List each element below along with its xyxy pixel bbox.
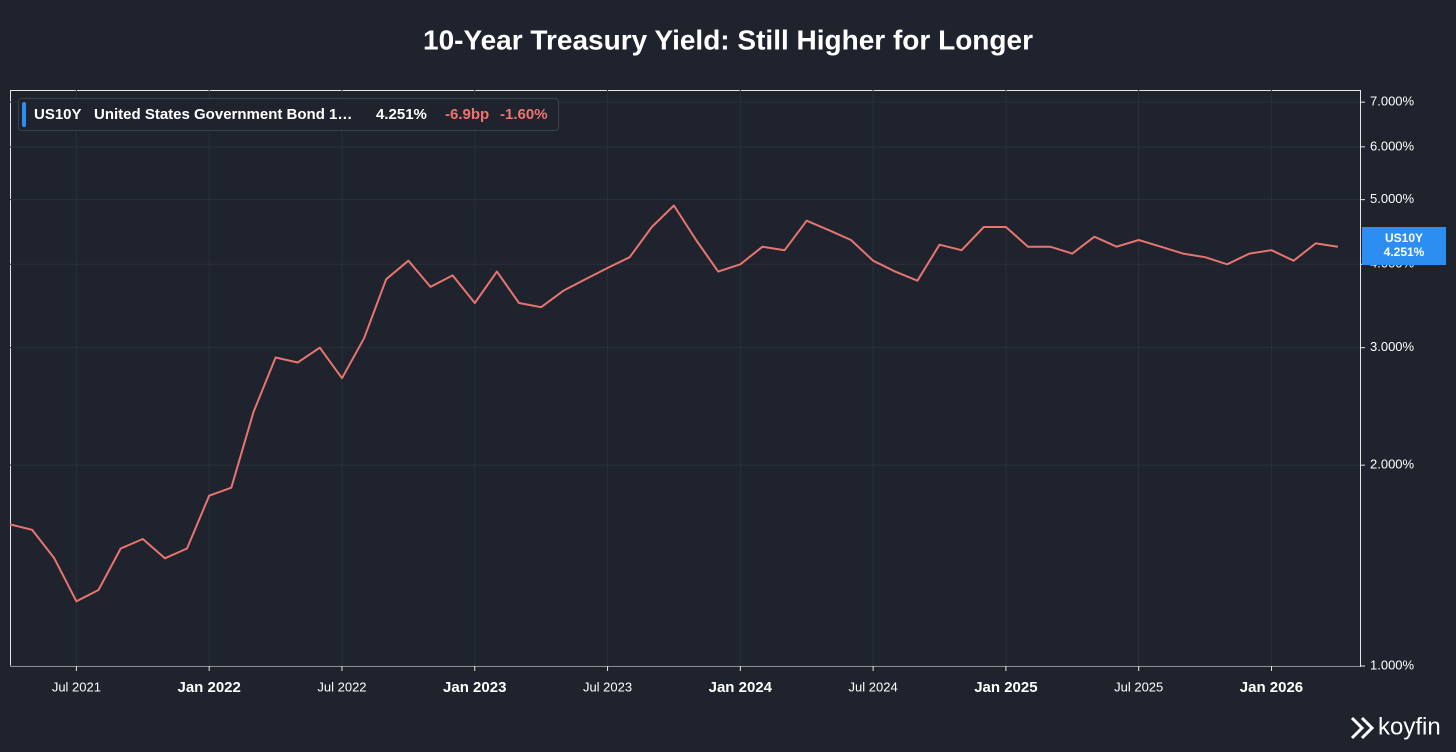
y-tick-label: 5.000% [1370, 191, 1415, 206]
x-tick-label: Jul 2025 [1114, 679, 1163, 694]
x-tick-label: Jul 2022 [317, 679, 366, 694]
y-tick-label: 7.000% [1370, 94, 1415, 109]
series-line [9, 204, 1339, 603]
legend-symbol: US10Y [34, 106, 82, 123]
x-tick-label: Jan 2026 [1240, 679, 1303, 696]
y-tick-label: 6.000% [1370, 138, 1415, 153]
chart-title: 10-Year Treasury Yield: Still Higher for… [423, 24, 1033, 55]
axes: 1.000%2.000%3.000%4.000%5.000%6.000%7.00… [52, 94, 1415, 696]
price-badge: US10Y 4.251% [1362, 227, 1446, 265]
x-tick-label: Jan 2024 [709, 679, 773, 696]
legend: US10Y United States Government Bond 1… 4… [18, 98, 559, 131]
y-tick-label: 2.000% [1370, 457, 1415, 472]
legend-description: United States Government Bond 1… [94, 106, 352, 123]
watermark-text: koyfin [1378, 713, 1441, 740]
watermark-logo [1350, 716, 1375, 740]
legend-last: 4.251% [376, 106, 427, 123]
legend-change-pct: -1.60% [500, 106, 548, 123]
x-tick-label: Jan 2025 [974, 679, 1037, 696]
x-tick-label: Jan 2022 [177, 679, 240, 696]
badge-symbol: US10Y [1385, 231, 1423, 245]
x-tick-label: Jul 2021 [52, 679, 101, 694]
badge-box [1362, 227, 1446, 265]
badge-value: 4.251% [1384, 245, 1425, 259]
y-tick-label: 3.000% [1370, 339, 1415, 354]
y-tick-label: 1.000% [1370, 657, 1415, 672]
watermark: koyfin [1350, 713, 1441, 740]
legend-swatch [22, 102, 26, 127]
x-tick-label: Jan 2023 [443, 679, 506, 696]
marks [9, 204, 1339, 603]
legend-box [18, 98, 559, 131]
x-tick-label: Jul 2024 [849, 679, 898, 694]
legend-change-bp: -6.9bp [445, 106, 489, 123]
x-tick-label: Jul 2023 [583, 679, 632, 694]
